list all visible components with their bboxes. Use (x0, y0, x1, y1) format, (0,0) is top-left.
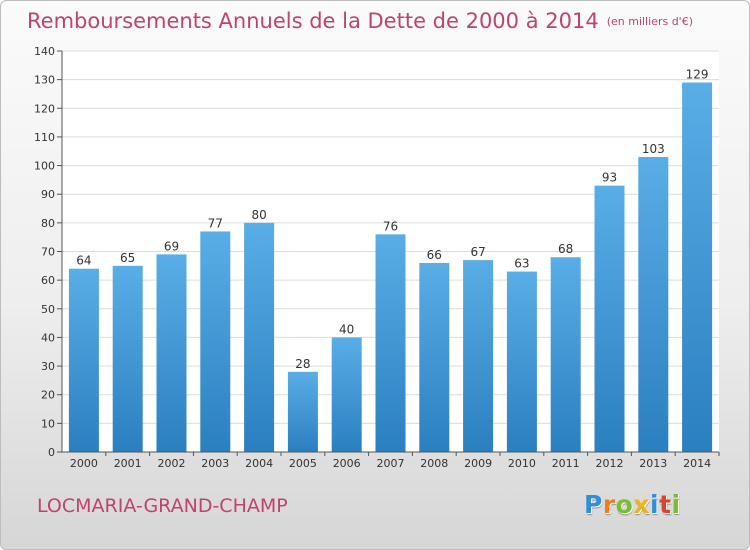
data-label: 129 (686, 68, 709, 82)
bar (638, 156, 669, 452)
chart-title-text: Remboursements Annuels de la Dette de 20… (27, 9, 599, 33)
x-tick-label: 2005 (289, 457, 317, 470)
bar (112, 265, 143, 452)
x-tick-label: 2014 (683, 457, 711, 470)
y-tick-label: 120 (34, 102, 55, 115)
y-tick-label: 20 (41, 389, 55, 402)
y-tick-label: 110 (34, 131, 55, 144)
logo-letter: t (659, 490, 672, 519)
logo-letter: r (602, 490, 616, 519)
y-tick-label: 40 (41, 331, 55, 344)
data-label: 67 (470, 245, 485, 259)
y-tick-label: 140 (34, 45, 55, 58)
bar (68, 268, 99, 452)
data-label: 40 (339, 322, 354, 336)
bar (594, 185, 625, 452)
data-label: 28 (295, 357, 310, 371)
logo-letter: P (584, 490, 603, 519)
data-label: 64 (76, 254, 91, 268)
data-label: 77 (208, 216, 223, 230)
bar (375, 234, 406, 452)
bar (244, 222, 275, 452)
x-tick-label: 2002 (158, 457, 186, 470)
bar (682, 82, 713, 452)
y-tick-label: 50 (41, 303, 55, 316)
data-label: 103 (642, 142, 665, 156)
x-tick-label: 2003 (201, 457, 229, 470)
commune-name: LOCMARIA-GRAND-CHAMP (37, 495, 288, 517)
x-tick-label: 2001 (114, 457, 142, 470)
data-label: 80 (251, 208, 266, 222)
y-tick-label: 80 (41, 217, 55, 230)
y-tick-label: 70 (41, 246, 55, 259)
y-tick-label: 10 (41, 417, 55, 430)
data-label: 65 (120, 251, 135, 265)
x-tick-label: 2010 (508, 457, 536, 470)
bar (200, 231, 231, 452)
data-label: 76 (383, 219, 398, 233)
y-tick-label: 130 (34, 74, 55, 87)
data-label: 66 (427, 248, 442, 262)
logo-letter: i (671, 490, 681, 519)
bar (331, 337, 362, 452)
x-tick-label: 2004 (245, 457, 273, 470)
logo-letter: o (615, 490, 634, 519)
y-tick-label: 100 (34, 160, 55, 173)
bar (506, 271, 537, 452)
chart-unit: (en milliers d'€) (606, 15, 693, 28)
x-tick-label: 2013 (639, 457, 667, 470)
x-tick-label: 2006 (333, 457, 361, 470)
logo-letter: i (650, 490, 660, 519)
x-tick-label: 2011 (552, 457, 580, 470)
bar (550, 257, 581, 452)
y-tick-label: 0 (48, 446, 55, 459)
x-tick-label: 2008 (420, 457, 448, 470)
proxiti-logo: Proxiti (584, 490, 681, 519)
bar (463, 260, 494, 452)
y-tick-label: 30 (41, 360, 55, 373)
x-tick-label: 2007 (377, 457, 405, 470)
x-tick-label: 2012 (596, 457, 624, 470)
bar (419, 262, 450, 452)
y-tick-label: 90 (41, 188, 55, 201)
logo-letter: x (633, 490, 650, 519)
data-label: 69 (164, 239, 179, 253)
data-label: 63 (514, 257, 529, 271)
x-tick-label: 2000 (70, 457, 98, 470)
chart-title: Remboursements Annuels de la Dette de 20… (27, 9, 693, 33)
y-tick-label: 60 (41, 274, 55, 287)
bar (156, 254, 187, 452)
data-label: 68 (558, 242, 573, 256)
data-label: 93 (602, 171, 617, 185)
x-tick-label: 2009 (464, 457, 492, 470)
bar (287, 371, 318, 452)
